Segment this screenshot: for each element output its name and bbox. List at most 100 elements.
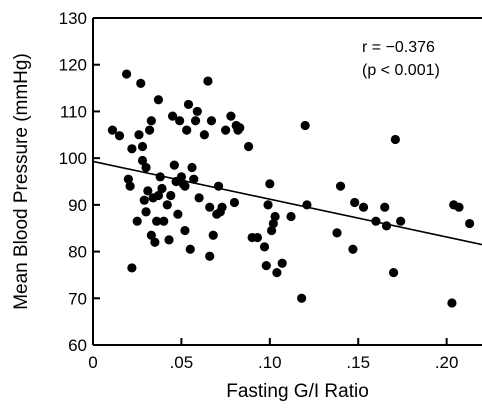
data-point — [244, 141, 254, 152]
data-point — [332, 228, 342, 238]
data-point — [300, 120, 310, 131]
data-point — [277, 258, 287, 268]
data-point — [127, 263, 137, 273]
y-tick-label: 70 — [68, 289, 87, 308]
data-point — [157, 183, 167, 194]
data-point — [266, 225, 277, 236]
data-point — [388, 267, 399, 278]
data-point — [194, 193, 204, 203]
y-axis-title: Mean Blood Pressure (mmHg) — [11, 53, 32, 310]
data-point — [203, 76, 213, 86]
data-point — [381, 221, 392, 231]
data-point — [159, 216, 169, 226]
y-tick-label: 120 — [59, 56, 87, 75]
x-tick-label: .10 — [258, 353, 282, 372]
x-tick-label: .20 — [435, 353, 459, 372]
data-point — [259, 242, 270, 252]
y-tick-label: 110 — [60, 102, 87, 121]
x-tick-label: .05 — [170, 353, 194, 372]
data-point — [107, 125, 118, 135]
data-point — [153, 95, 164, 105]
data-point — [146, 230, 156, 240]
data-point — [127, 144, 137, 154]
data-point — [189, 174, 199, 184]
data-point — [302, 200, 312, 210]
data-point — [335, 181, 346, 191]
data-point — [150, 237, 160, 247]
x-ticks: 0 .05 .10 .15 .20 — [88, 338, 458, 372]
data-point — [152, 216, 162, 226]
data-point — [199, 130, 209, 140]
axes — [92, 17, 482, 346]
y-ticks: 60 70 80 90 100 110 120 130 — [59, 9, 100, 355]
data-point — [268, 218, 278, 229]
data-point — [114, 131, 125, 141]
data-point — [141, 207, 151, 217]
data-point — [123, 174, 133, 184]
x-axis-title: Fasting G/I Ratio — [226, 381, 369, 402]
data-point — [206, 116, 217, 126]
data-point — [183, 99, 194, 110]
data-point — [396, 216, 406, 226]
data-point — [348, 244, 358, 254]
data-point — [173, 209, 183, 219]
data-point — [297, 293, 307, 303]
data-point — [164, 235, 174, 245]
data-point — [465, 218, 475, 229]
data-point — [190, 116, 201, 126]
y-tick-label: 90 — [68, 196, 87, 215]
data-point — [180, 181, 190, 191]
data-points — [107, 69, 475, 308]
data-point — [350, 197, 360, 208]
data-point — [261, 260, 271, 271]
data-point — [134, 130, 144, 140]
data-point — [454, 202, 464, 212]
data-point — [166, 190, 176, 201]
data-point — [192, 106, 202, 117]
data-point — [132, 216, 142, 226]
data-point — [252, 232, 263, 243]
data-point — [121, 69, 132, 79]
data-point — [176, 172, 187, 182]
data-point — [380, 202, 390, 212]
data-point — [205, 202, 215, 212]
data-point — [125, 181, 135, 191]
data-point — [226, 111, 236, 121]
data-point — [217, 202, 227, 212]
data-point — [137, 141, 148, 152]
data-point — [175, 116, 185, 126]
data-point — [180, 225, 190, 236]
data-point — [235, 123, 245, 133]
y-tick-label: 130 — [59, 9, 87, 28]
data-point — [371, 216, 381, 226]
data-point — [169, 160, 179, 170]
data-point — [167, 111, 178, 121]
y-tick-label: 100 — [59, 149, 87, 168]
data-point — [272, 267, 282, 278]
data-point — [447, 298, 457, 308]
data-point — [139, 195, 149, 205]
x-tick-label: .15 — [346, 353, 370, 372]
data-point — [208, 230, 218, 240]
data-point — [155, 172, 165, 182]
data-point — [205, 251, 215, 261]
data-point — [162, 200, 172, 210]
data-point — [265, 179, 275, 189]
data-point — [263, 200, 273, 210]
data-point — [185, 244, 195, 254]
data-point — [358, 202, 369, 212]
data-point — [221, 125, 231, 135]
data-point — [137, 155, 148, 166]
data-point — [143, 186, 153, 196]
x-tick-label: 0 — [88, 353, 97, 372]
data-point — [270, 211, 280, 222]
data-point — [153, 190, 164, 201]
data-point — [390, 134, 400, 145]
p-value-annotation: (p < 0.001) — [362, 62, 440, 79]
y-tick-label: 60 — [68, 336, 87, 355]
data-point — [286, 211, 296, 222]
correlation-annotation: r = −0.376 — [362, 39, 435, 56]
data-point — [229, 197, 240, 208]
data-point — [187, 162, 197, 173]
